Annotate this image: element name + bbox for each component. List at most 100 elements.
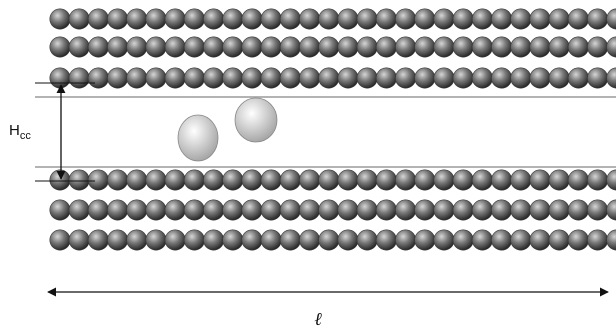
top-wall-atom [164,8,186,30]
mobile-particle [177,114,219,162]
bottom-wall-atom [49,199,71,221]
top-wall-atom [529,67,551,89]
bottom-wall-atom [145,199,167,221]
top-wall-atom [567,8,589,30]
bottom-wall-atom [471,229,493,251]
top-wall-atom [548,36,570,58]
top-wall-atom [471,8,493,30]
top-wall-atom [241,36,263,58]
top-wall-atom [318,8,340,30]
top-wall-atom [87,36,109,58]
bottom-wall-atom [548,199,570,221]
bottom-wall-atom [375,199,397,221]
bottom-wall-atom [222,229,244,251]
bottom-wall-atom [356,169,378,191]
top-wall-atom [529,8,551,30]
bottom-wall-atom [337,199,359,221]
bottom-wall-atom [587,199,609,221]
top-wall-atom [567,67,589,89]
top-wall-atom [375,8,397,30]
top-wall-atom [471,67,493,89]
top-wall-atom [510,8,532,30]
top-wall-atom [606,36,616,58]
top-wall-atom [68,8,90,30]
top-wall-atom [241,8,263,30]
bottom-wall-atom [222,199,244,221]
bottom-wall-atom [375,169,397,191]
bottom-wall-atom [126,229,148,251]
bottom-wall-atom [164,229,186,251]
bottom-wall-atom [279,169,301,191]
top-wall-atom [87,8,109,30]
top-wall-atom [49,36,71,58]
bottom-wall-atom [87,199,109,221]
top-wall-atom [548,8,570,30]
top-wall-atom [433,67,455,89]
bottom-wall-atom [491,229,513,251]
top-wall-atom [126,67,148,89]
top-wall-atom [510,67,532,89]
top-wall-atom [279,36,301,58]
top-wall-atom [606,67,616,89]
bottom-wall-atom [567,199,589,221]
bottom-wall-atom [452,169,474,191]
bottom-wall-atom [587,169,609,191]
bottom-wall-atom [49,229,71,251]
bottom-wall-atom [126,199,148,221]
bottom-wall-atom [260,199,282,221]
top-wall-atom [587,67,609,89]
pore-height-label: Hcc [9,122,31,142]
top-wall-atom [279,8,301,30]
bottom-wall-atom [87,229,109,251]
top-wall-atom [164,67,186,89]
bottom-wall-atom [548,169,570,191]
bottom-wall-atom [567,169,589,191]
bottom-wall-atom [567,229,589,251]
top-wall-atom [414,36,436,58]
bottom-wall-atom [548,229,570,251]
bottom-wall-atom [260,229,282,251]
bottom-wall-atom [318,229,340,251]
bottom-wall-atom [529,169,551,191]
bottom-wall-atom [510,229,532,251]
top-wall-atom [87,67,109,89]
bottom-wall-atom [241,169,263,191]
bottom-wall-atom [491,169,513,191]
top-wall-atom [279,67,301,89]
top-wall-atom [433,36,455,58]
bottom-wall-atom [452,229,474,251]
top-wall-atom [260,8,282,30]
top-wall-atom [145,8,167,30]
bottom-wall-atom [241,229,263,251]
top-wall-atom [356,8,378,30]
bottom-wall-atoms [49,169,616,251]
top-wall-atom [318,36,340,58]
top-wall-atom [241,67,263,89]
top-wall-atom [337,67,359,89]
top-wall-atom [299,67,321,89]
bottom-wall-atom [203,229,225,251]
bottom-wall-atom [299,229,321,251]
top-wall-atom [567,36,589,58]
top-wall-atom [452,67,474,89]
mobile-particles [177,97,278,162]
top-wall-atom [337,36,359,58]
top-wall-atom [49,67,71,89]
bottom-wall-atom [107,199,129,221]
bottom-wall-atom [491,199,513,221]
bottom-wall-atom [395,199,417,221]
bottom-wall-atom [529,199,551,221]
top-wall-atom [491,67,513,89]
bottom-wall-atom [433,229,455,251]
top-wall-atom [491,36,513,58]
bottom-wall-atom [510,199,532,221]
bottom-wall-atom [107,169,129,191]
bottom-wall-atom [145,169,167,191]
top-wall-atom [126,36,148,58]
top-wall-atom [395,8,417,30]
bottom-wall-atom [183,229,205,251]
top-wall-atom [356,67,378,89]
bottom-wall-atom [395,229,417,251]
top-wall-atom [395,36,417,58]
